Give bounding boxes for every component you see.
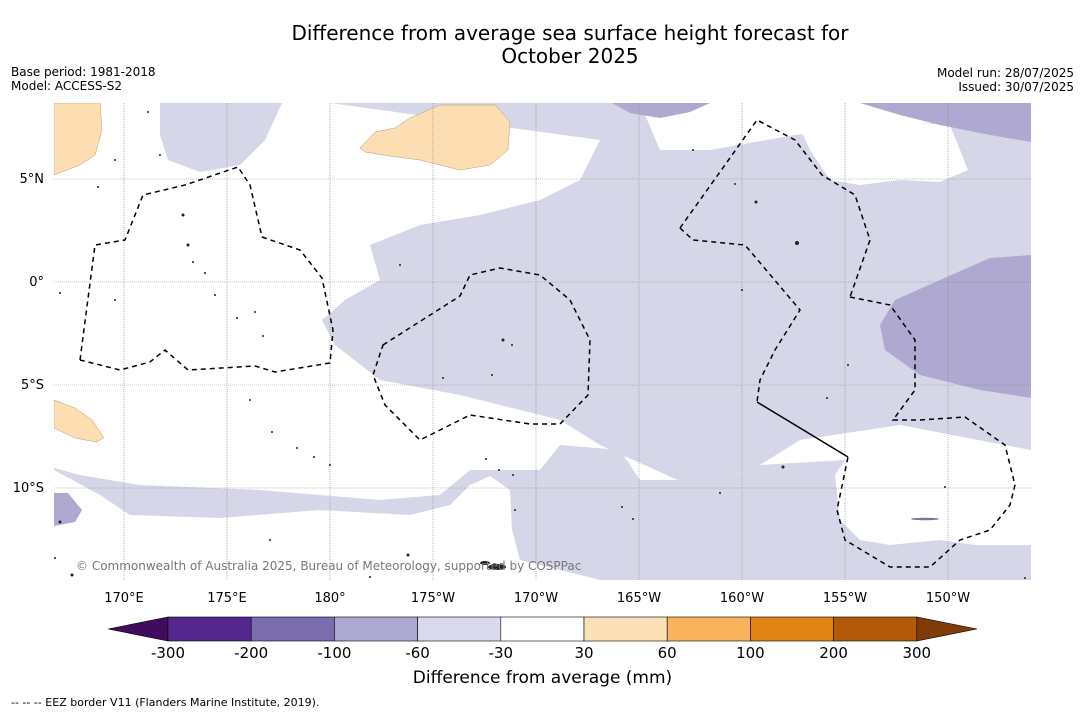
lon-labels: 170°E 175°E 180° 175°W 170°W 165°W 160°W… [104, 591, 970, 606]
colorbar-segment [250, 616, 335, 642]
lon-label: 150°W [926, 591, 970, 606]
copyright-notice: © Commonwealth of Australia 2025, Bureau… [76, 559, 581, 573]
colorbar-tick-label: -200 [234, 644, 268, 662]
run-info: Model run: 28/07/2025 Issued: 30/07/2025 [937, 66, 1074, 94]
colorbar-segment [167, 616, 252, 642]
base-period: Base period: 1981-2018 [11, 65, 156, 79]
colorbar-tick-label: 200 [819, 644, 848, 662]
colorbar-extend-high [916, 616, 978, 642]
lat-labels: 5°N 0° 5°S 10°S [13, 172, 44, 496]
colorbar-label: Difference from average (mm) [412, 668, 673, 688]
lon-label: 155°W [823, 591, 867, 606]
eez-borders [79, 119, 1016, 568]
eez-border-central [372, 267, 591, 441]
eez-border-northeast [679, 119, 871, 298]
islands [54, 111, 1026, 579]
colorbar-tick-label: 30 [574, 644, 593, 662]
colorbar-tick-label: -300 [151, 644, 185, 662]
eez-footnote: -- -- -- EEZ border V11 (Flanders Marine… [11, 696, 320, 709]
colorbar-tick-label: -30 [489, 644, 514, 662]
colorbar-tick-label: 60 [658, 644, 677, 662]
anomaly-region-light-orange-north [359, 104, 511, 171]
map-title: Difference from average sea surface heig… [0, 22, 1085, 68]
lon-label: 160°W [720, 591, 764, 606]
graticule [54, 103, 1031, 581]
lon-label: 165°W [617, 591, 661, 606]
title-line-1: Difference from average sea surface heig… [291, 21, 849, 45]
colorbar-segment [750, 616, 834, 642]
title-line-2: October 2025 [501, 44, 639, 68]
anomaly-region-light-purple-top [160, 103, 282, 172]
model-run: Model run: 28/07/2025 [936, 66, 1074, 80]
colorbar-segment [417, 616, 502, 642]
colorbar-segment [583, 616, 668, 642]
colorbar-tick-label: 300 [902, 644, 931, 662]
anomaly-hole-top-right [800, 120, 968, 185]
anomaly-region-light-orange-west [54, 399, 105, 443]
lat-label: 10°S [13, 481, 44, 496]
model-name: Model: ACCESS-S2 [11, 79, 123, 93]
lon-label: 170°W [514, 591, 558, 606]
colorbar-segment [833, 616, 918, 642]
lat-label: 5°S [21, 378, 44, 393]
eez-border-northeast-b [679, 227, 801, 403]
eez-border-west [79, 166, 334, 373]
colorbar-segment [500, 616, 585, 642]
colorbar-segment [666, 616, 751, 642]
lat-label: 5°N [20, 172, 45, 187]
anomaly-region-mid-purple-ne [860, 103, 1031, 142]
model-info: Base period: 1981-2018 Model: ACCESS-S2 [11, 65, 156, 93]
colorbar-tick-label: 100 [736, 644, 765, 662]
sea-level-field: © Commonwealth of Australia 2025, Bureau… [54, 103, 1031, 581]
colorbar-extend-low [107, 616, 169, 642]
colorbar-tick-label: -60 [405, 644, 430, 662]
anomaly-region-light-purple [322, 103, 1031, 490]
anomaly-region-light-orange-nw [54, 103, 103, 176]
lon-label: 175°E [207, 591, 247, 606]
lon-label: 170°E [104, 591, 144, 606]
colorbar-tick-label: -100 [317, 644, 351, 662]
anomaly-region-mid-purple-sw [54, 493, 82, 526]
colorbar-segment [334, 616, 418, 642]
lon-label: 180° [314, 591, 345, 606]
anomaly-region-mid-purple-east [880, 255, 1031, 398]
lat-label: 0° [29, 275, 44, 290]
issued-date: Issued: 30/07/2025 [958, 80, 1074, 94]
colorbar: -300 -200 -100 -60 -30 30 60 100 200 300 [107, 616, 978, 662]
eez-border-east [836, 296, 1016, 568]
anomaly-region-mid-purple-north [612, 103, 710, 118]
eez-border-solid-segment [756, 401, 849, 458]
lon-label: 175°W [411, 591, 455, 606]
anomaly-region-light-purple-bottom [54, 445, 1031, 580]
